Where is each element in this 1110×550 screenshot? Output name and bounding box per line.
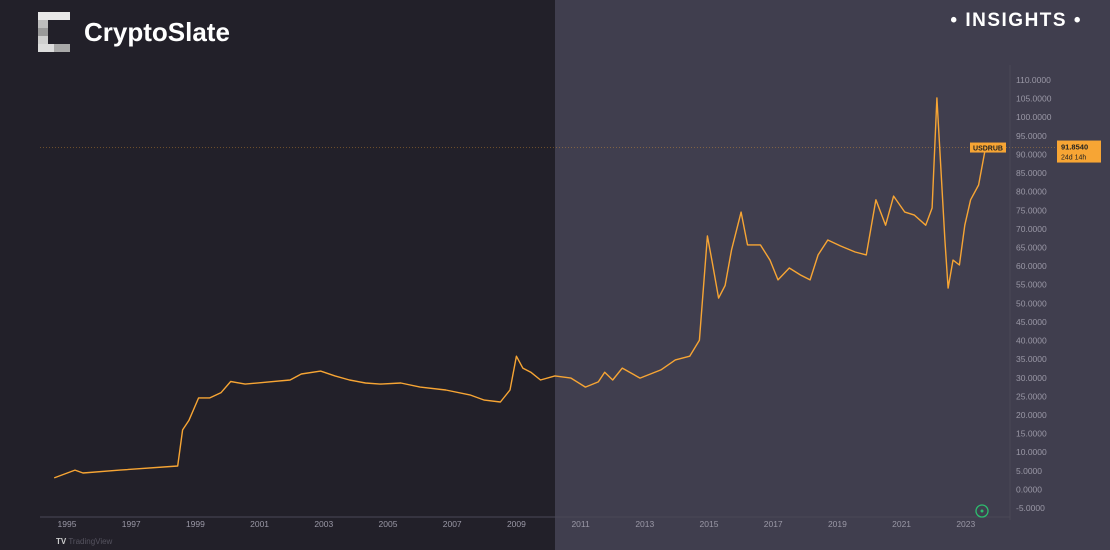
y-tick-label: 85.0000	[1016, 168, 1047, 178]
y-tick-label: 80.0000	[1016, 187, 1047, 197]
brand-name: CryptoSlate	[84, 16, 230, 47]
insights-label: • INSIGHTS •	[950, 10, 1082, 31]
x-tick-label: 1995	[58, 519, 77, 529]
y-tick-label: 50.0000	[1016, 298, 1047, 308]
x-tick-label: 2003	[314, 519, 333, 529]
x-tick-label: 2023	[956, 519, 975, 529]
y-tick-label: 45.0000	[1016, 317, 1047, 327]
x-tick-label: 2009	[507, 519, 526, 529]
x-tick-label: 1997	[122, 519, 141, 529]
x-tick-label: 2005	[379, 519, 398, 529]
last-price-label: 91.8540	[1061, 143, 1088, 152]
cryptoslate-logo: CryptoSlate	[38, 12, 230, 52]
x-tick-label: 2017	[764, 519, 783, 529]
y-tick-label: 15.0000	[1016, 429, 1047, 439]
x-tick-label: 1999	[186, 519, 205, 529]
y-tick-label: 70.0000	[1016, 224, 1047, 234]
y-tick-label: 100.0000	[1016, 112, 1052, 122]
x-tick-label: 2019	[828, 519, 847, 529]
y-tick-label: 25.0000	[1016, 391, 1047, 401]
x-tick-label: 2021	[892, 519, 911, 529]
x-tick-label: 2001	[250, 519, 269, 529]
y-tick-label: 20.0000	[1016, 410, 1047, 420]
y-tick-label: 60.0000	[1016, 261, 1047, 271]
symbol-label: USDRUB	[973, 146, 1003, 153]
event-marker-dot	[980, 509, 984, 513]
highlight-region	[555, 0, 1110, 550]
countdown-label: 24d 14h	[1061, 155, 1086, 162]
y-tick-label: 55.0000	[1016, 280, 1047, 290]
event-marker-icon	[975, 504, 989, 518]
cryptoslate-logo-icon	[38, 12, 70, 52]
y-tick-label: 10.0000	[1016, 447, 1047, 457]
y-tick-label: 65.0000	[1016, 242, 1047, 252]
x-tick-label: 2011	[571, 519, 590, 529]
y-tick-label: 0.0000	[1016, 484, 1042, 494]
y-tick-label: 95.0000	[1016, 131, 1047, 141]
y-tick-label: 90.0000	[1016, 149, 1047, 159]
y-tick-label: 40.0000	[1016, 336, 1047, 346]
y-tick-label: 5.0000	[1016, 466, 1042, 476]
y-tick-label: 30.0000	[1016, 373, 1047, 383]
y-tick-label: 110.0000	[1016, 75, 1051, 85]
usdrub-line	[53, 97, 986, 479]
x-tick-label: 2007	[443, 519, 462, 529]
y-tick-label: -5.0000	[1016, 503, 1045, 513]
watermark-text: TradingView	[68, 537, 113, 546]
x-tick-label: 2013	[635, 519, 654, 529]
price-label-box	[1057, 140, 1101, 163]
x-tick-label: 2015	[700, 519, 719, 529]
y-tick-label: 105.0000	[1016, 94, 1052, 104]
y-tick-label: 35.0000	[1016, 354, 1047, 364]
symbol-label-box	[970, 142, 1006, 153]
y-tick-label: 75.0000	[1016, 205, 1047, 215]
tradingview-watermark: TV TradingView	[56, 537, 113, 546]
